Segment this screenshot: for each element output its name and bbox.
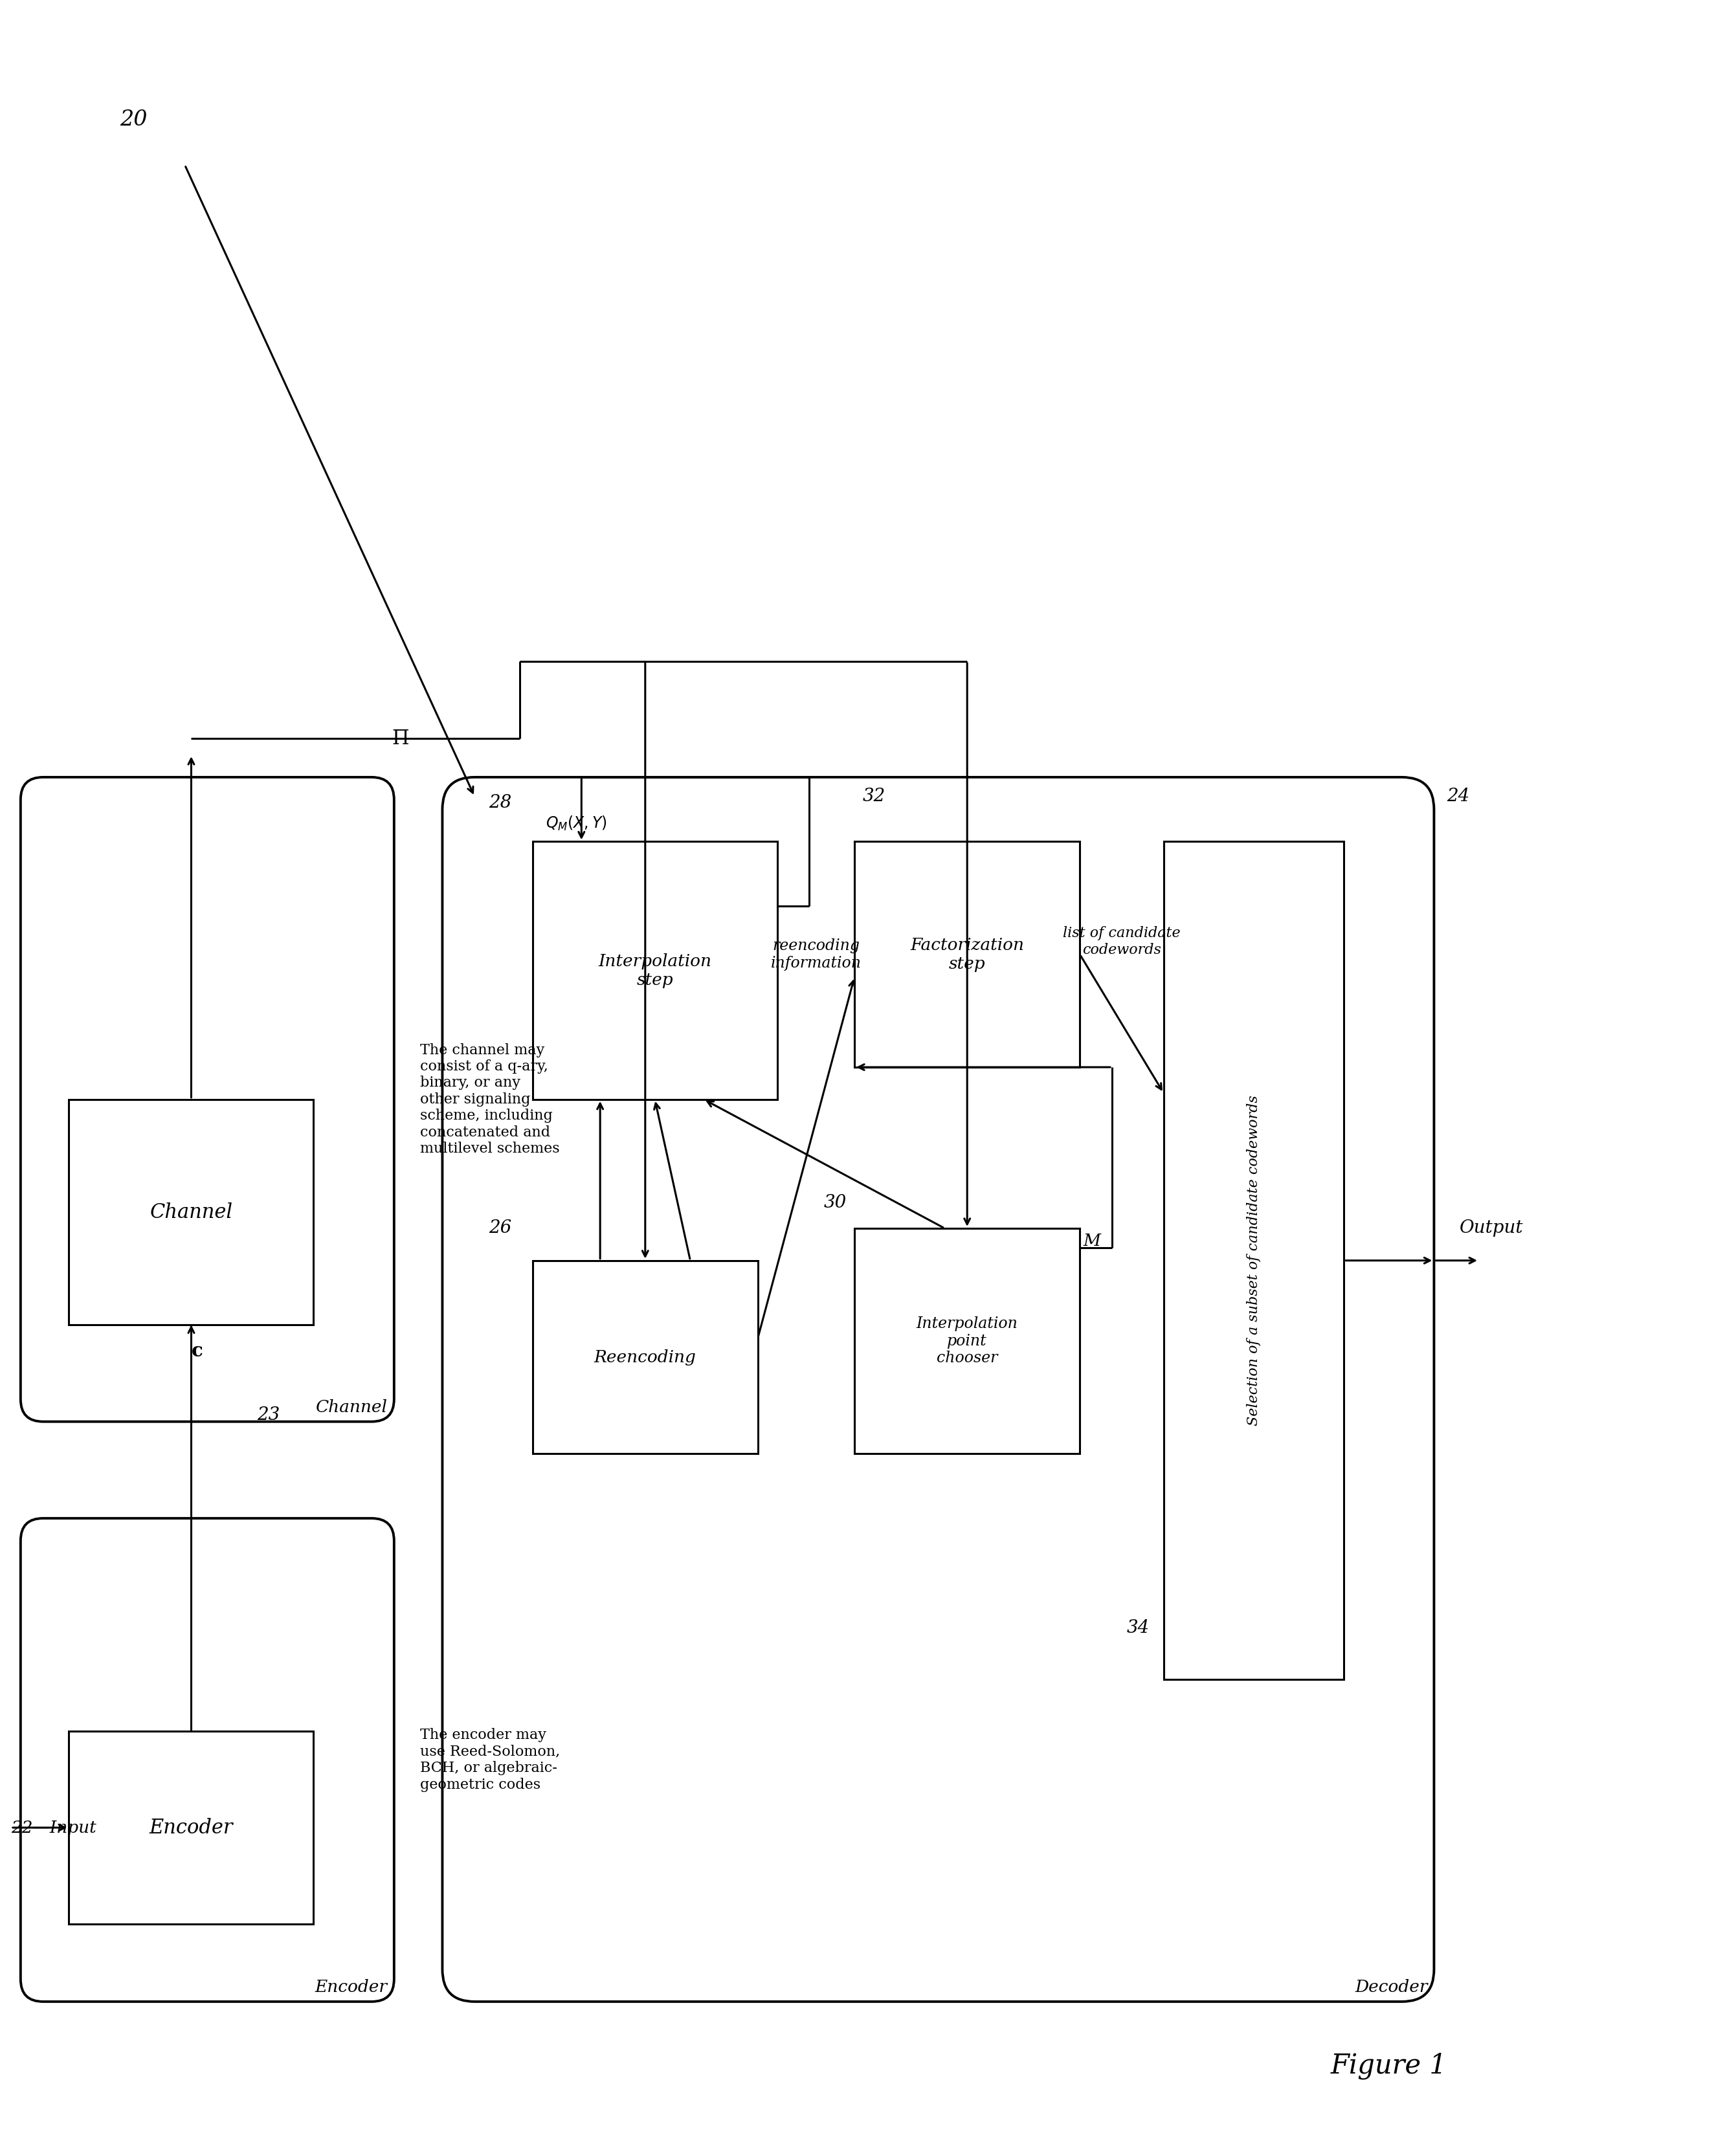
Text: 30: 30 (825, 1193, 847, 1211)
FancyBboxPatch shape (21, 777, 394, 1422)
Bar (69, 1731, 314, 1924)
Bar (69, 1100, 314, 1326)
Text: Channel: Channel (316, 1398, 387, 1416)
Text: c: c (191, 1341, 203, 1360)
Text: Encoder: Encoder (316, 1979, 387, 1996)
Text: Selection of a subset of candidate codewords: Selection of a subset of candidate codew… (1246, 1095, 1260, 1426)
Text: M: M (1083, 1234, 1101, 1249)
Text: Output: Output (1460, 1219, 1524, 1236)
Text: reencoding
information: reencoding information (771, 939, 861, 971)
Text: Channel: Channel (149, 1202, 233, 1221)
Text: Encoder: Encoder (149, 1817, 233, 1838)
Text: Figure 1: Figure 1 (1332, 2052, 1448, 2079)
FancyBboxPatch shape (443, 777, 1434, 2003)
Bar (533, 1260, 759, 1454)
Text: 22—Input: 22—Input (10, 1819, 95, 1836)
Bar (854, 1228, 1080, 1454)
Text: 23: 23 (257, 1407, 279, 1424)
FancyBboxPatch shape (21, 1518, 394, 2003)
Text: $Q_M(X,Y)$: $Q_M(X,Y)$ (545, 813, 606, 833)
Text: 24: 24 (1446, 788, 1470, 805)
Bar (1163, 841, 1344, 1680)
Text: 28: 28 (490, 794, 512, 811)
Text: Interpolation
step: Interpolation step (599, 952, 712, 989)
Text: 32: 32 (863, 788, 885, 805)
Text: The encoder may
use Reed-Solomon,
BCH, or algebraic-
geometric codes: The encoder may use Reed-Solomon, BCH, o… (420, 1727, 559, 1791)
Text: 20: 20 (120, 109, 148, 130)
Bar (533, 841, 778, 1100)
Text: Reencoding: Reencoding (594, 1349, 696, 1364)
Text: Decoder: Decoder (1354, 1979, 1427, 1996)
Text: Π: Π (392, 728, 410, 749)
Text: 34: 34 (1127, 1618, 1149, 1638)
Text: 26: 26 (490, 1219, 512, 1236)
Text: The channel may
consist of a q-ary,
binary, or any
other signaling
scheme, inclu: The channel may consist of a q-ary, bina… (420, 1044, 559, 1155)
Text: list of candidate
codewords: list of candidate codewords (1062, 927, 1180, 956)
Text: Factorization
step: Factorization step (910, 937, 1024, 971)
Text: Interpolation
point
chooser: Interpolation point chooser (917, 1317, 1017, 1366)
Bar (854, 841, 1080, 1068)
